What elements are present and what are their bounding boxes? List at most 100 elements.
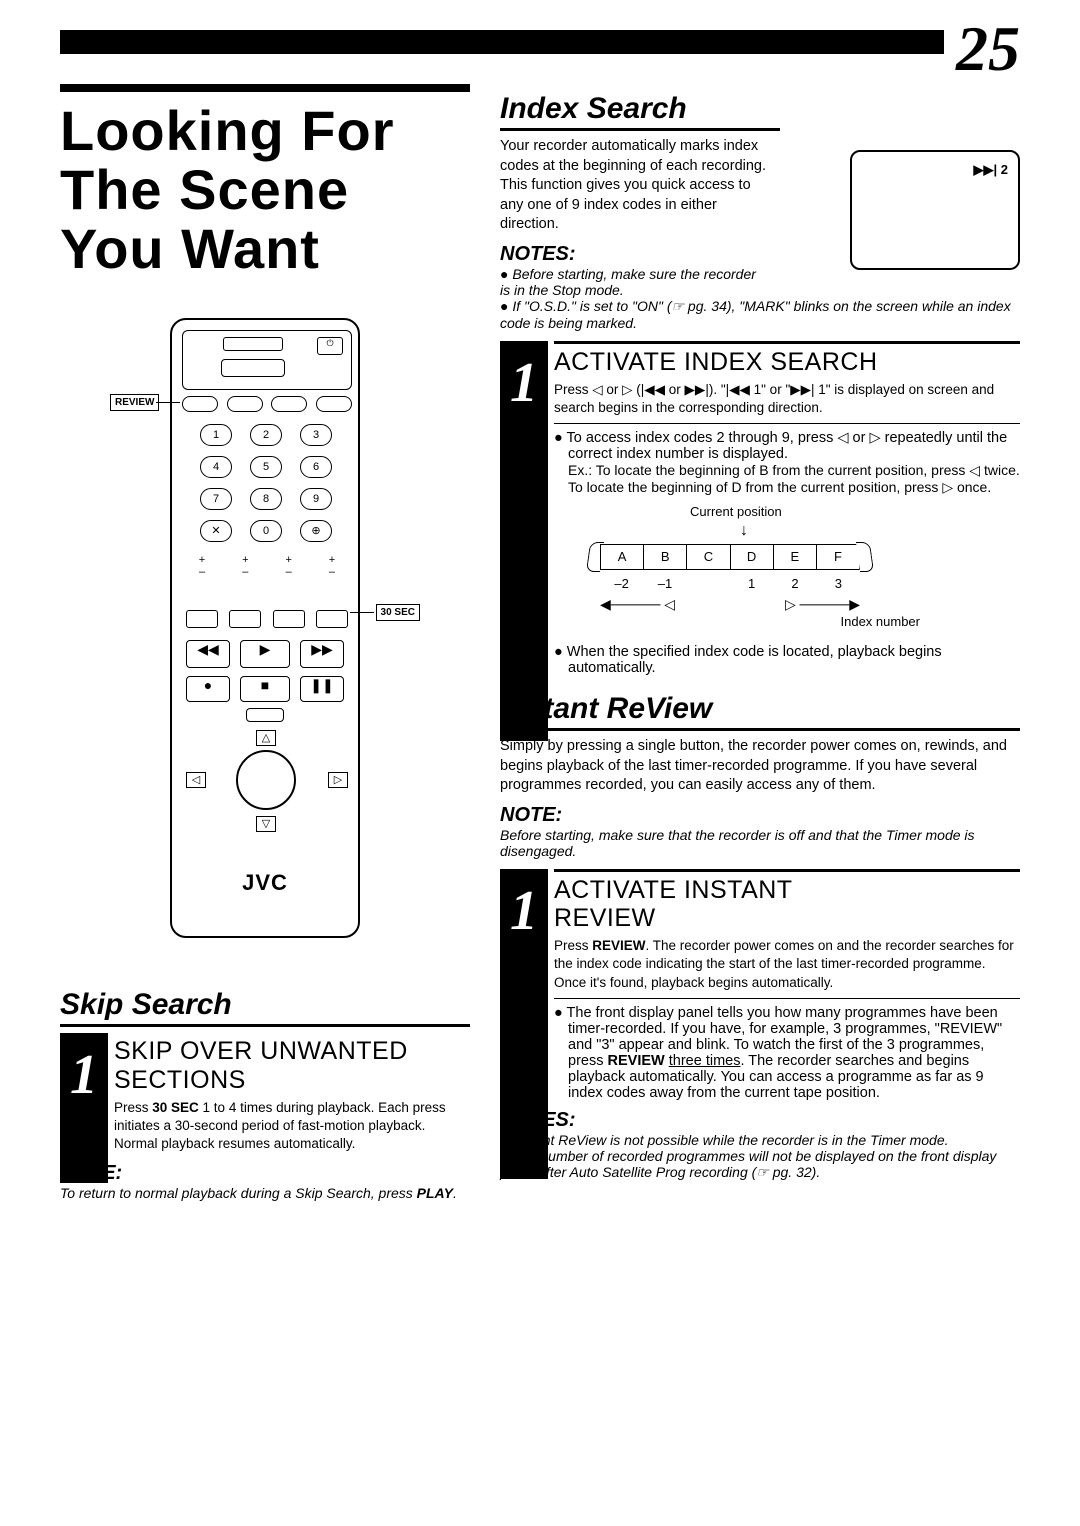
cell: F xyxy=(817,545,859,569)
key-2: 2 xyxy=(250,424,282,446)
page-number: 25 xyxy=(944,12,1020,86)
remote-illustration: ⏻ 1 2 3 4 5 6 7 8 9 xyxy=(140,308,390,948)
nav-pad: ◁ ▷ △ ▽ xyxy=(186,730,348,850)
index-step: 1 ACTIVATE INDEX SEARCH Press ◁ or ▷ (|◀… xyxy=(500,341,1020,676)
mode-pill xyxy=(316,396,352,412)
key-0: 0 xyxy=(250,520,282,542)
tape-indicator-box: ▶▶| 2 xyxy=(850,150,1020,270)
rew-button: ◀◀ xyxy=(186,640,230,668)
t: Press xyxy=(114,1100,152,1115)
current-position-label: Current position xyxy=(690,504,782,519)
step-number-box: 1 xyxy=(500,341,548,741)
tape-indicator: ▶▶| 2 xyxy=(974,162,1008,178)
key-8: 8 xyxy=(250,488,282,510)
step-body: Press REVIEW. The recorder power comes o… xyxy=(554,937,1020,992)
down-arrow-icon: ▽ xyxy=(256,816,276,832)
left-column: Looking For The Scene You Want ⏻ 1 xyxy=(60,84,470,1201)
t: To access index codes 2 through 9, press… xyxy=(567,430,1008,462)
bullet: To access index codes 2 through 9, press… xyxy=(554,430,1020,496)
left-seek-icon: ◀───── ◁ xyxy=(600,596,675,613)
review-bullets: The front display panel tells you how ma… xyxy=(554,1005,1020,1101)
func-btn xyxy=(229,610,261,628)
key-9: 9 xyxy=(300,488,332,510)
title-line: The Scene xyxy=(60,158,349,221)
mode-pill xyxy=(182,396,218,412)
main-title: Looking For The Scene You Want xyxy=(60,102,470,278)
bullet: When the specified index code is located… xyxy=(554,644,1020,676)
rule xyxy=(500,128,780,131)
rule xyxy=(500,728,1020,731)
callout-line xyxy=(156,402,180,403)
skip-search-heading: Skip Search xyxy=(60,988,470,1022)
index-number-label: Index number xyxy=(841,614,921,629)
bullet: The front display panel tells you how ma… xyxy=(554,1005,1020,1101)
note-heading: NOTE: xyxy=(60,1162,470,1185)
index-search-intro: Your recorder automatically marks index … xyxy=(500,137,770,235)
t-bold: PLAY xyxy=(417,1185,453,1201)
brand-label: JVC xyxy=(172,870,358,896)
title-line: Looking For xyxy=(60,99,395,162)
t-bold: REVIEW xyxy=(608,1053,665,1069)
remote-body: ⏻ 1 2 3 4 5 6 7 8 9 xyxy=(170,318,360,938)
skip-search-step: 1 SKIP OVER UNWANTED SECTIONS Press 30 S… xyxy=(60,1033,470,1153)
step-number: 1 xyxy=(70,1033,98,1163)
play-button: ▶ xyxy=(240,640,290,668)
nav-circle xyxy=(236,750,296,810)
up-arrow-icon: △ xyxy=(256,730,276,746)
instant-review-heading: Instant ReView xyxy=(500,692,1020,726)
step-title: ACTIVATE INDEX SEARCH xyxy=(554,344,1020,377)
review-notes: Instant ReView is not possible while the… xyxy=(500,1132,1020,1181)
pm: +– xyxy=(316,554,348,578)
key-7: 7 xyxy=(200,488,232,510)
notes-heading: NOTES: xyxy=(500,1109,1020,1132)
transport-controls: ◀◀ ▶ ▶▶ ● ■ ❚❚ xyxy=(186,640,348,720)
pm: +– xyxy=(273,554,305,578)
t-bold: REVIEW xyxy=(592,938,645,953)
mode-pill xyxy=(227,396,263,412)
key-cancel: ✕ xyxy=(200,520,232,542)
right-seek-icon: ▷ ─────▶ xyxy=(785,596,860,613)
remote-top-panel: ⏻ xyxy=(182,330,352,390)
top-rule: 25 xyxy=(60,30,1020,54)
skip-search-section: Skip Search 1 SKIP OVER UNWANTED SECTION… xyxy=(60,988,470,1200)
remote-display xyxy=(221,359,285,377)
instant-review-section: Instant ReView Simply by pressing a sing… xyxy=(500,692,1020,1181)
note-item: The number of recorded programmes will n… xyxy=(500,1148,1020,1181)
ff-button: ▶▶ xyxy=(300,640,344,668)
power-icon: ⏻ xyxy=(317,337,343,355)
index-search-heading: Index Search xyxy=(500,92,1020,126)
t-underline: three times xyxy=(669,1053,741,1069)
func-row xyxy=(186,610,348,628)
note-item: Before starting, make sure the recorder … xyxy=(500,266,760,298)
right-arrow-icon: ▷ xyxy=(328,772,348,788)
step-body: Press ◁ or ▷ (|◀◀ or ▶▶|). "|◀◀ 1" or "▶… xyxy=(554,381,1020,417)
cell: A xyxy=(601,545,644,569)
note-item: Instant ReView is not possible while the… xyxy=(500,1132,1020,1148)
n: –1 xyxy=(643,576,686,591)
n: 2 xyxy=(773,576,816,591)
key-enter: ⊕ xyxy=(300,520,332,542)
cell: B xyxy=(644,545,687,569)
func-btn xyxy=(186,610,218,628)
keypad: 1 2 3 4 5 6 7 8 9 ✕ 0 ⊕ xyxy=(200,424,334,542)
key-5: 5 xyxy=(250,456,282,478)
key-3: 3 xyxy=(300,424,332,446)
n: –2 xyxy=(600,576,643,591)
note-text: To return to normal playback during a Sk… xyxy=(60,1185,470,1201)
rule xyxy=(554,998,1020,999)
step-body: Press 30 SEC 1 to 4 times during playbac… xyxy=(114,1099,470,1154)
left-arrow-icon: ◁ xyxy=(186,772,206,788)
index-diagram: Current position ↓ A B C D E F –2 –1 1 xyxy=(570,504,910,644)
cell: D xyxy=(731,545,774,569)
title-rule xyxy=(60,84,470,92)
note-heading: NOTE: xyxy=(500,804,1020,827)
rule xyxy=(60,1024,470,1027)
step-title: SKIP OVER UNWANTED SECTIONS xyxy=(114,1033,470,1095)
t: . xyxy=(453,1185,457,1201)
note-text: Before starting, make sure that the reco… xyxy=(500,827,1020,859)
review-step: 1 ACTIVATE INSTANT REVIEW Press REVIEW. … xyxy=(500,869,1020,1101)
rec-button: ● xyxy=(186,676,230,702)
down-arrow-icon: ↓ xyxy=(740,522,748,540)
step-number: 1 xyxy=(510,869,538,999)
index-bullets2: When the specified index code is located… xyxy=(554,644,1020,676)
